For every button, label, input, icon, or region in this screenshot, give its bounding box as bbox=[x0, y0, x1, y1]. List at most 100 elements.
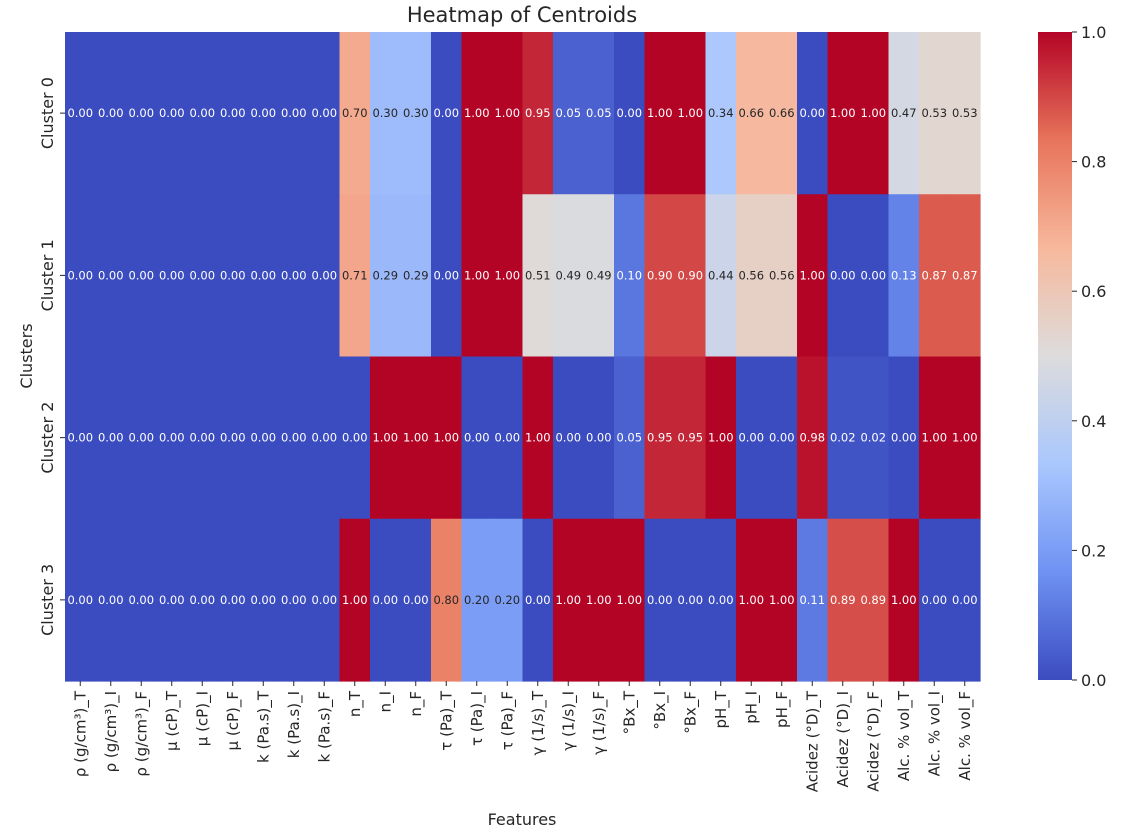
heatmap-cell bbox=[248, 194, 280, 358]
cell-value-label: 1.00 bbox=[555, 593, 581, 607]
cell-value-label: 1.00 bbox=[799, 268, 825, 282]
cell-value-label: 0.34 bbox=[708, 106, 734, 120]
heatmap-cell bbox=[309, 518, 341, 682]
cell-value-label: 0.00 bbox=[250, 268, 276, 282]
cell-value-label: 0.44 bbox=[708, 268, 734, 282]
x-tick-label: pH_F bbox=[773, 691, 792, 728]
cell-value-label: 0.98 bbox=[799, 431, 825, 445]
heatmap-cell bbox=[827, 32, 859, 195]
cell-value-label: 0.49 bbox=[586, 268, 612, 282]
cell-value-label: 0.00 bbox=[67, 431, 93, 445]
cell-value-label: 0.00 bbox=[891, 431, 917, 445]
cell-value-label: 0.00 bbox=[128, 106, 154, 120]
x-tick-label: Acidez (°D)_T bbox=[803, 690, 822, 792]
colorbar-tick-label: 0.2 bbox=[1081, 541, 1106, 560]
heatmap-cell bbox=[492, 518, 524, 682]
heatmap-cell bbox=[217, 356, 249, 520]
heatmap-cell bbox=[309, 32, 341, 195]
heatmap-cell bbox=[431, 194, 463, 358]
heatmap-cell bbox=[827, 194, 859, 358]
cell-value-label: 0.00 bbox=[952, 593, 978, 607]
cell-value-label: 0.20 bbox=[464, 593, 490, 607]
heatmap-cell bbox=[339, 356, 371, 520]
cell-value-label: 0.95 bbox=[525, 106, 551, 120]
heatmap-cell bbox=[156, 356, 188, 520]
y-tick-label: Cluster 1 bbox=[38, 239, 57, 311]
heatmap-cell bbox=[400, 518, 432, 682]
heatmap-cell bbox=[644, 194, 676, 358]
heatmap-cell bbox=[553, 518, 585, 682]
heatmap-cell bbox=[339, 32, 371, 195]
cell-value-label: 1.00 bbox=[952, 431, 978, 445]
cell-value-label: 0.00 bbox=[433, 106, 459, 120]
heatmap-cell bbox=[644, 518, 676, 682]
cell-value-label: 0.00 bbox=[616, 106, 642, 120]
cell-value-label: 0.05 bbox=[555, 106, 581, 120]
heatmap-cell bbox=[827, 356, 859, 520]
heatmap-cell bbox=[766, 356, 798, 520]
colorbar-ticks: 0.0 0.2 0.4 0.6 0.8 1.0 bbox=[1072, 23, 1106, 690]
cell-value-label: 1.00 bbox=[647, 106, 673, 120]
cell-value-label: 0.30 bbox=[403, 106, 429, 120]
cell-value-label: 0.00 bbox=[555, 431, 581, 445]
cell-value-label: 0.00 bbox=[372, 593, 398, 607]
heatmap-cell bbox=[492, 32, 524, 195]
heatmap-cell bbox=[126, 194, 158, 358]
cell-value-label: 0.49 bbox=[555, 268, 581, 282]
heatmap-cell bbox=[888, 194, 920, 358]
cell-value-label: 0.00 bbox=[921, 593, 947, 607]
cell-value-label: 0.00 bbox=[220, 431, 246, 445]
cell-value-label: 0.00 bbox=[464, 431, 490, 445]
y-tick-label: Cluster 0 bbox=[38, 77, 57, 149]
heatmap-cell bbox=[278, 356, 310, 520]
heatmap-cell bbox=[370, 32, 402, 195]
cell-value-label: 0.00 bbox=[159, 106, 185, 120]
cell-value-label: 0.00 bbox=[159, 431, 185, 445]
cell-value-label: 0.00 bbox=[67, 106, 93, 120]
heatmap-cell bbox=[126, 32, 158, 195]
heatmap-cell bbox=[522, 518, 554, 682]
cell-value-label: 0.00 bbox=[769, 431, 795, 445]
x-axis-label: Features bbox=[488, 810, 557, 829]
cell-value-label: 0.00 bbox=[67, 268, 93, 282]
x-tick-label: γ (1/s)_F bbox=[590, 691, 609, 755]
cell-value-label: 0.00 bbox=[98, 593, 124, 607]
x-tick-label: k (Pa.s)_T bbox=[254, 690, 273, 763]
heatmap-cell bbox=[278, 518, 310, 682]
heatmap-cell bbox=[461, 356, 493, 520]
x-tick-label: k (Pa.s)_I bbox=[285, 691, 304, 758]
cell-value-label: 0.66 bbox=[738, 106, 764, 120]
heatmap-cell bbox=[187, 356, 219, 520]
heatmap-cell bbox=[95, 356, 127, 520]
heatmap-cell bbox=[156, 194, 188, 358]
cell-value-label: 0.00 bbox=[189, 431, 215, 445]
heatmap-cell bbox=[492, 356, 524, 520]
heatmap-cell bbox=[248, 518, 280, 682]
cell-value-label: 0.00 bbox=[860, 268, 886, 282]
x-tick-label: n_I bbox=[376, 691, 395, 712]
cell-value-label: 0.00 bbox=[311, 593, 337, 607]
cell-value-label: 1.00 bbox=[769, 593, 795, 607]
cell-value-label: 1.00 bbox=[891, 593, 917, 607]
cell-value-label: 0.00 bbox=[494, 431, 520, 445]
heatmap-cell bbox=[919, 194, 951, 358]
heatmap-cell bbox=[217, 32, 249, 195]
heatmap-cell bbox=[400, 32, 432, 195]
cell-value-label: 0.00 bbox=[250, 431, 276, 445]
cell-value-label: 0.00 bbox=[250, 106, 276, 120]
cell-value-label: 0.00 bbox=[220, 268, 246, 282]
x-tick-label: n_F bbox=[407, 691, 426, 717]
heatmap-cell bbox=[339, 194, 371, 358]
x-tick-label: ρ (g/cm³)_I bbox=[102, 691, 121, 772]
heatmap-cell bbox=[614, 518, 646, 682]
heatmap-cell bbox=[431, 356, 463, 520]
cell-value-label: 0.05 bbox=[616, 431, 642, 445]
cell-value-label: 0.90 bbox=[677, 268, 703, 282]
heatmap-cell bbox=[553, 194, 585, 358]
heatmap-cell bbox=[919, 32, 951, 195]
cell-value-label: 0.00 bbox=[189, 268, 215, 282]
heatmap-cell bbox=[95, 518, 127, 682]
heatmap-cell bbox=[126, 518, 158, 682]
heatmap-cell bbox=[492, 194, 524, 358]
cell-value-label: 1.00 bbox=[616, 593, 642, 607]
